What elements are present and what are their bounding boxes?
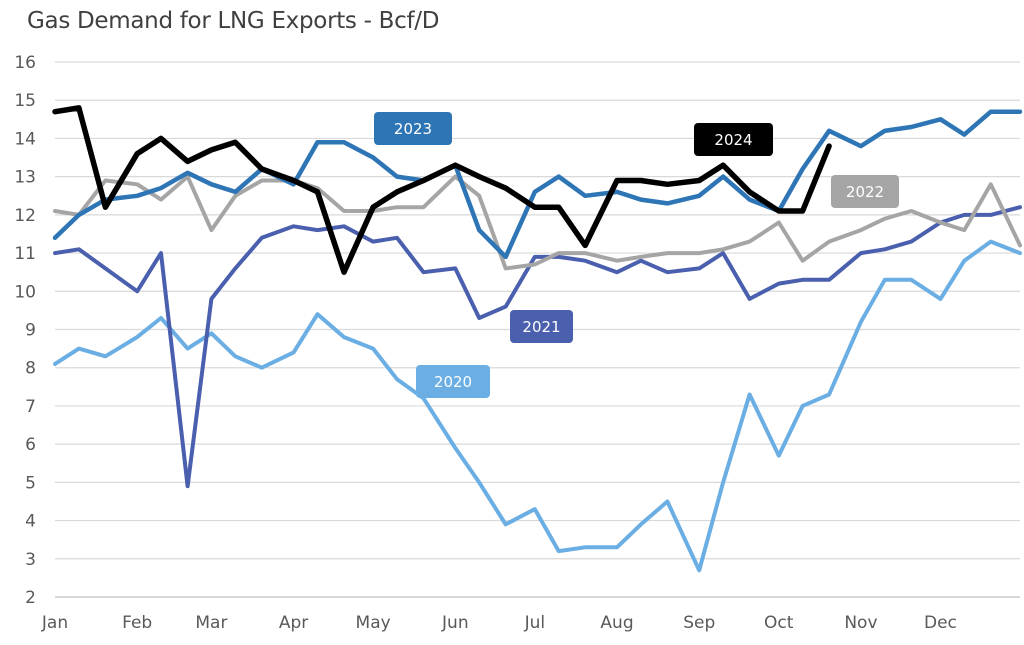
series-label-box-2023 [374,112,452,145]
y-tick-label: 15 [14,91,36,111]
x-tick-label: May [356,613,391,633]
series-label-2020: 2020 [434,373,472,391]
x-tick-label: Sep [683,613,715,633]
y-tick-label: 11 [14,244,36,264]
series-label-box-2020 [416,365,490,398]
series-label-2022: 2022 [846,183,884,201]
series-label-box-2021 [510,310,573,343]
series-label-2023: 2023 [394,120,432,138]
series-label-box-2022 [831,175,899,208]
y-tick-label: 10 [14,282,36,302]
x-tick-label: Oct [764,613,794,633]
y-tick-label: 13 [14,168,36,188]
x-tick-label: Mar [195,613,227,633]
y-tick-label: 2 [25,588,36,608]
y-tick-label: 8 [25,359,36,379]
x-tick-label: Jul [524,613,546,633]
x-tick-label: Apr [279,613,308,633]
series-label-2021: 2021 [522,318,560,336]
y-tick-label: 7 [25,397,36,417]
series-label-2024: 2024 [714,131,752,149]
x-tick-label: Feb [122,613,152,633]
x-tick-label: Jun [441,613,469,633]
y-tick-label: 9 [25,321,36,341]
series-line-2024 [52,105,832,275]
y-tick-label: 16 [14,53,36,73]
x-tick-label: Jan [41,613,68,633]
y-tick-label: 14 [14,129,36,149]
chart-title: Gas Demand for LNG Exports - Bcf/D [27,8,440,34]
y-tick-label: 6 [25,435,36,455]
y-tick-label: 3 [25,550,36,570]
y-tick-label: 5 [25,473,36,493]
x-tick-label: Dec [924,613,957,633]
y-tick-label: 12 [14,206,36,226]
x-tick-label: Nov [844,613,877,633]
series-label-box-2024 [694,123,773,156]
x-tick-label: Aug [600,613,633,633]
y-tick-label: 4 [25,512,36,532]
